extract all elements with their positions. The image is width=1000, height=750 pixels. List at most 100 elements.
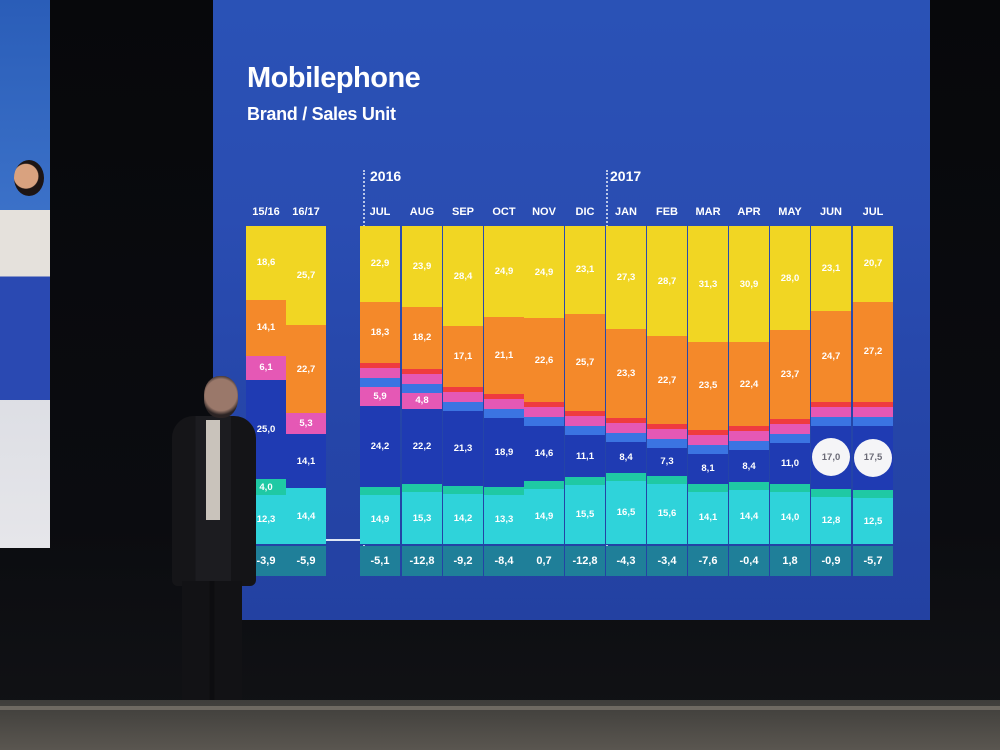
stage-rail: [0, 706, 1000, 710]
bar-segment: 8,4: [729, 450, 769, 482]
separator-band: [443, 386, 483, 392]
bar-segment: 17,5: [853, 425, 893, 491]
segment-value-label: 25,7: [296, 270, 316, 282]
stacked-bar: 28,0 23,7 11,0 14,0: [770, 226, 810, 544]
bar-segment: 17,0: [811, 426, 851, 489]
segment-value-label: 24,9: [534, 266, 554, 278]
bar-segment: 12,8: [811, 496, 851, 544]
segment-value-label: 15,6: [657, 508, 677, 520]
category-label: FEB: [656, 206, 678, 218]
separator-band: [606, 417, 646, 423]
segment-value-label: 12,3: [256, 514, 276, 526]
bar-segment: 15,6: [647, 483, 687, 544]
bar-segment: 22,7: [286, 325, 326, 414]
bar-segment: 31,3: [688, 226, 728, 343]
separator-band: [770, 433, 810, 443]
separator-band: [811, 488, 851, 497]
stacked-bar: 27,3 23,3 8,4 16,5: [606, 226, 646, 544]
separator-band: [606, 422, 646, 433]
separator-band: [729, 426, 769, 432]
bar-segment: 4,0: [246, 479, 286, 496]
bar-segment: 28,4: [443, 226, 483, 327]
delta-value-label: -5,7: [853, 546, 893, 576]
separator-band: [729, 481, 769, 490]
bar-segment: 14,4: [729, 489, 769, 544]
bar-segment: 20,7: [853, 226, 893, 302]
segment-value-label: 13,3: [494, 514, 514, 526]
bar-segment: 23,9: [402, 226, 442, 307]
year-label-2016: 2016: [370, 168, 402, 184]
separator-band: [647, 428, 687, 439]
separator-band: [811, 402, 851, 408]
segment-value-label: 22,9: [370, 258, 390, 270]
separator-band: [524, 480, 564, 489]
separator-band: [484, 487, 524, 496]
stacked-bar: 28,7 22,7 7,3 15,6: [647, 226, 687, 544]
bar-segment: 14,1: [286, 433, 326, 489]
stacked-bar: 24,9 22,6 14,6 14,9: [524, 226, 564, 544]
bar-segment: 15,5: [565, 485, 605, 544]
segment-value-label: 14,1: [296, 455, 316, 467]
category-label: MAY: [778, 206, 802, 218]
bar-segment: 5,9: [360, 386, 400, 407]
delta-value-label: -5,9: [286, 546, 326, 576]
separator-band: [647, 423, 687, 429]
bar-segment: 18,9: [484, 418, 524, 488]
segment-value-label: 11,0: [781, 457, 799, 469]
segment-value-label: 14,2: [453, 513, 473, 525]
segment-value-label: 5,9: [373, 390, 387, 402]
separator-band: [524, 407, 564, 418]
segment-value-label: 23,9: [412, 260, 432, 272]
bar-segment: 15,3: [402, 492, 442, 544]
separator-band: [360, 367, 400, 378]
delta-value-label: -0,9: [811, 546, 851, 576]
bar-segment: 5,3: [286, 413, 326, 434]
segment-value-label: 27,2: [863, 346, 883, 358]
separator-band: [360, 486, 400, 495]
segment-value-label: 15,5: [575, 509, 595, 521]
category-label: OCT: [492, 206, 516, 218]
separator-band: [688, 434, 728, 445]
bar-segment: 11,1: [565, 435, 605, 478]
separator-band: [811, 417, 851, 427]
bar-segment: 21,1: [484, 317, 524, 395]
delta-value-label: -9,2: [443, 546, 483, 576]
separator-band: [565, 477, 605, 486]
segment-value-label: 14,1: [256, 322, 276, 334]
segment-value-label: 23,1: [821, 263, 841, 275]
segment-value-label: 21,1: [494, 350, 514, 362]
separator-band: [565, 416, 605, 427]
segment-value-label: 22,2: [412, 441, 432, 453]
highlight-circle-label: 17,0: [812, 438, 850, 477]
segment-value-label: 31,3: [698, 278, 718, 290]
bar-segment: 24,2: [360, 406, 400, 487]
separator-band: [853, 401, 893, 407]
separator-band: [729, 431, 769, 442]
stacked-bar: 23,1 25,7 11,1 15,5: [565, 226, 605, 544]
separator-band: [647, 475, 687, 484]
bar-segment: 28,7: [647, 226, 687, 337]
separator-band: [565, 426, 605, 436]
separator-band: [402, 373, 442, 384]
segment-value-label: 17,1: [453, 350, 473, 362]
bar-segment: 14,4: [286, 488, 326, 544]
segment-value-label: 4,8: [415, 395, 429, 407]
separator-band: [811, 407, 851, 418]
separator-band: [688, 444, 728, 454]
bar-segment: 30,9: [729, 226, 769, 343]
separator-band: [770, 423, 810, 434]
segment-value-label: 5,3: [299, 417, 313, 429]
category-label: JUN: [819, 206, 842, 218]
category-label: NOV: [532, 206, 556, 218]
bar-segment: 11,0: [770, 442, 810, 484]
segment-value-label: 23,7: [780, 369, 800, 381]
bar-segment: 27,2: [853, 301, 893, 402]
separator-band: [606, 432, 646, 442]
segment-value-label: 18,2: [412, 332, 432, 344]
segment-value-label: 12,8: [821, 514, 841, 526]
category-label: 16/17: [292, 206, 320, 218]
delta-value-label: -0,4: [729, 546, 769, 576]
segment-value-label: 6,1: [259, 362, 273, 374]
category-label: MAR: [695, 206, 721, 218]
delta-value-label: -7,6: [688, 546, 728, 576]
